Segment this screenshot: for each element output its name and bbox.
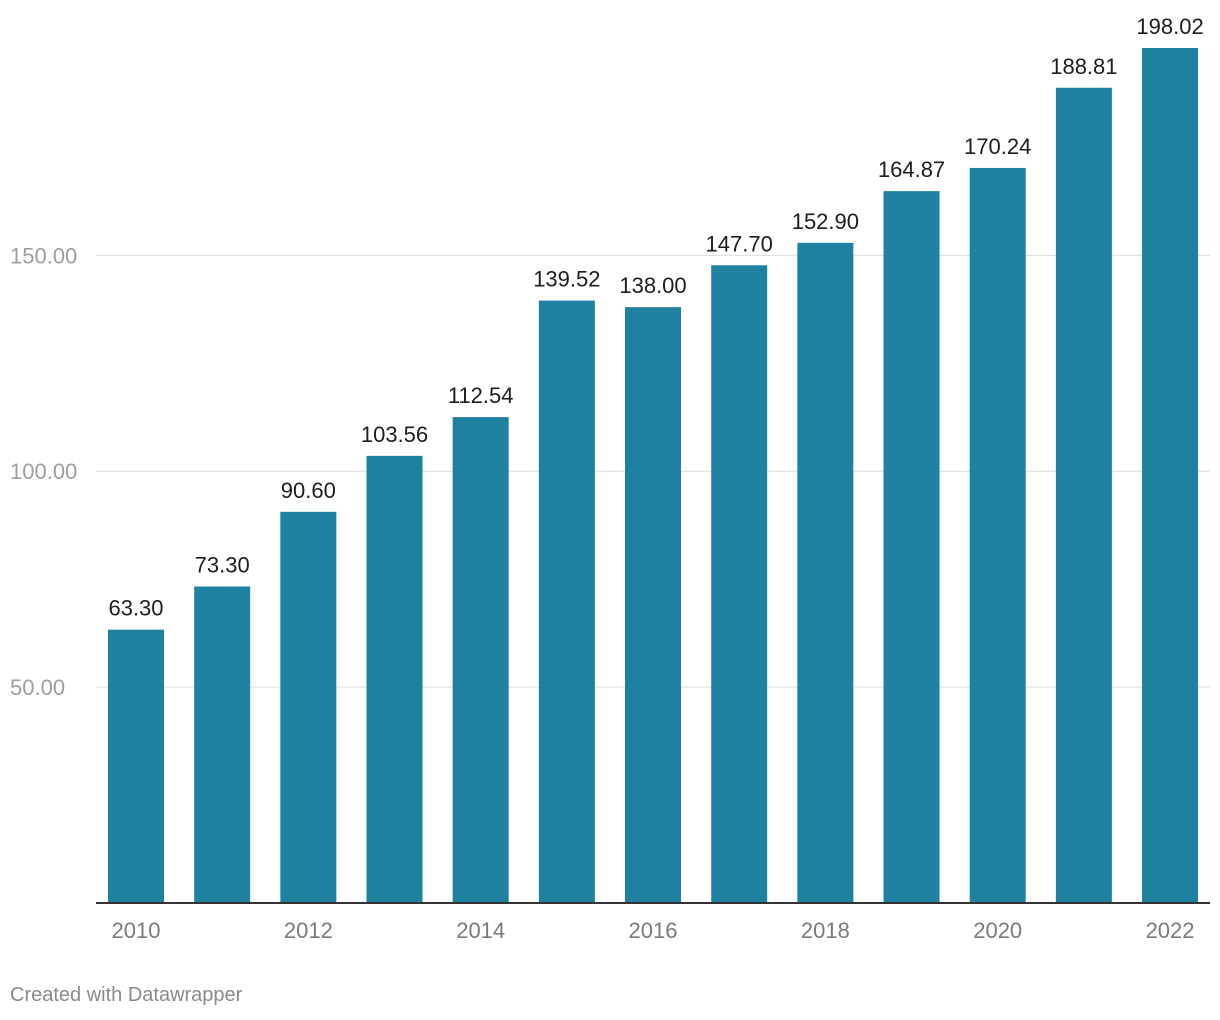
bar-2017 (711, 265, 768, 904)
bar-2020 (969, 167, 1026, 904)
data-label-2022: 198.02 (1136, 14, 1203, 39)
x-tick-label-2014: 2014 (456, 918, 505, 943)
x-tick-label-2016: 2016 (629, 918, 678, 943)
data-label-2021: 188.81 (1050, 54, 1117, 79)
bar-2016 (625, 307, 682, 903)
y-tick-label: 50.00 (10, 675, 65, 700)
data-label-2012: 90.60 (281, 478, 336, 503)
bar-2012 (280, 511, 337, 903)
bar-2010 (108, 629, 164, 903)
x-tick-label-2010: 2010 (112, 918, 161, 943)
data-label-2020: 170.24 (964, 134, 1031, 159)
axes: 50.00 100.00 150.00 2010 2012 2014 2016 2018 202… (10, 243, 1210, 943)
y-tick-label: 150.00 (10, 243, 77, 268)
x-tick-label-2012: 2012 (284, 918, 333, 943)
data-label-2019: 164.87 (878, 157, 945, 182)
bar-2022 (1142, 48, 1199, 903)
data-label-2010: 63.30 (108, 596, 163, 621)
bar-2015 (538, 300, 595, 903)
data-labels: 63.30 73.30 90.60 103.56 112.54 139.52 138.00 1… (108, 14, 1203, 621)
x-tick-label-2018: 2018 (801, 918, 850, 943)
bars (108, 48, 1199, 904)
bar-2018 (797, 242, 854, 904)
data-label-2015: 139.52 (533, 267, 600, 292)
bar-2013 (366, 455, 423, 903)
data-label-2018: 152.90 (792, 209, 859, 234)
data-label-2014: 112.54 (448, 383, 514, 408)
data-label-2013: 103.56 (361, 422, 428, 447)
data-label-2016: 138.00 (619, 273, 686, 298)
credit-text: Created with Datawrapper (10, 984, 243, 1006)
x-tick-label-2020: 2020 (973, 918, 1022, 943)
bar-2019 (883, 191, 940, 903)
data-label-2017: 147.70 (706, 231, 773, 256)
y-tick-label: 100.00 (10, 459, 77, 484)
bar-2011 (194, 586, 251, 903)
x-tick-label-2022: 2022 (1146, 918, 1195, 943)
bar-2014 (452, 417, 509, 903)
data-label-2011: 73.30 (195, 553, 250, 578)
bar-2021 (1055, 87, 1112, 904)
